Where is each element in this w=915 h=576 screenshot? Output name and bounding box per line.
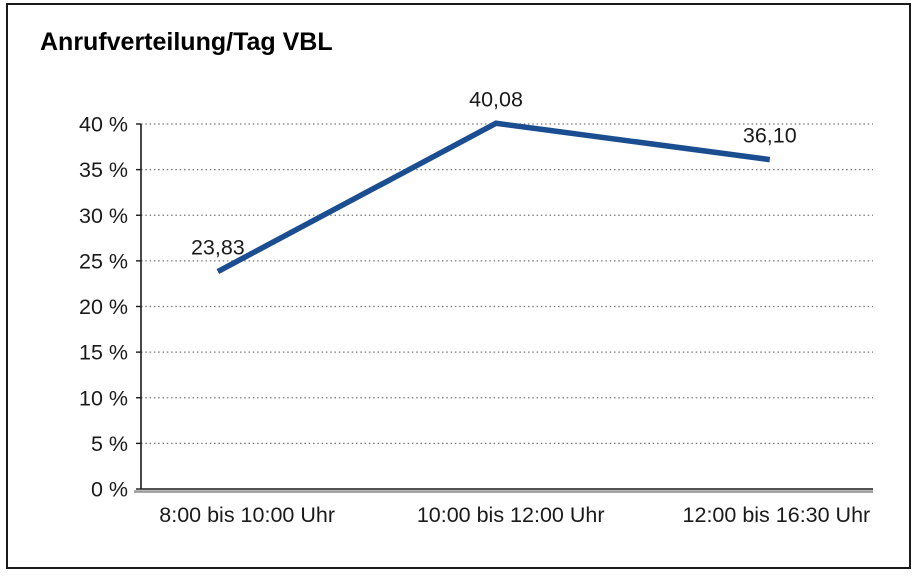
y-axis-tick-label: 35 % [79,158,128,182]
x-axis-category-label: 10:00 bis 12:00 Uhr [417,503,605,527]
y-axis-tick-label: 40 % [79,113,128,137]
y-axis-tick-label: 20 % [79,295,128,319]
y-axis-tick-label: 10 % [79,386,128,410]
data-point-label: 40,08 [469,87,523,111]
x-axis-category-label: 12:00 bis 16:30 Uhr [683,503,871,527]
y-axis-tick-label: 5 % [91,432,128,456]
y-axis-tick-label: 30 % [79,204,128,228]
data-point-label: 36,10 [743,124,797,148]
chart-title: Anrufverteilung/Tag VBL [40,28,333,56]
data-line-series [216,120,771,274]
y-axis-tick-label: 0 % [91,478,128,502]
x-axis-category-label: 8:00 bis 10:00 Uhr [159,503,335,527]
y-axis-tick-label: 15 % [79,341,128,365]
y-axis-tick-label: 25 % [79,249,128,273]
data-point-label: 23,83 [191,236,245,260]
